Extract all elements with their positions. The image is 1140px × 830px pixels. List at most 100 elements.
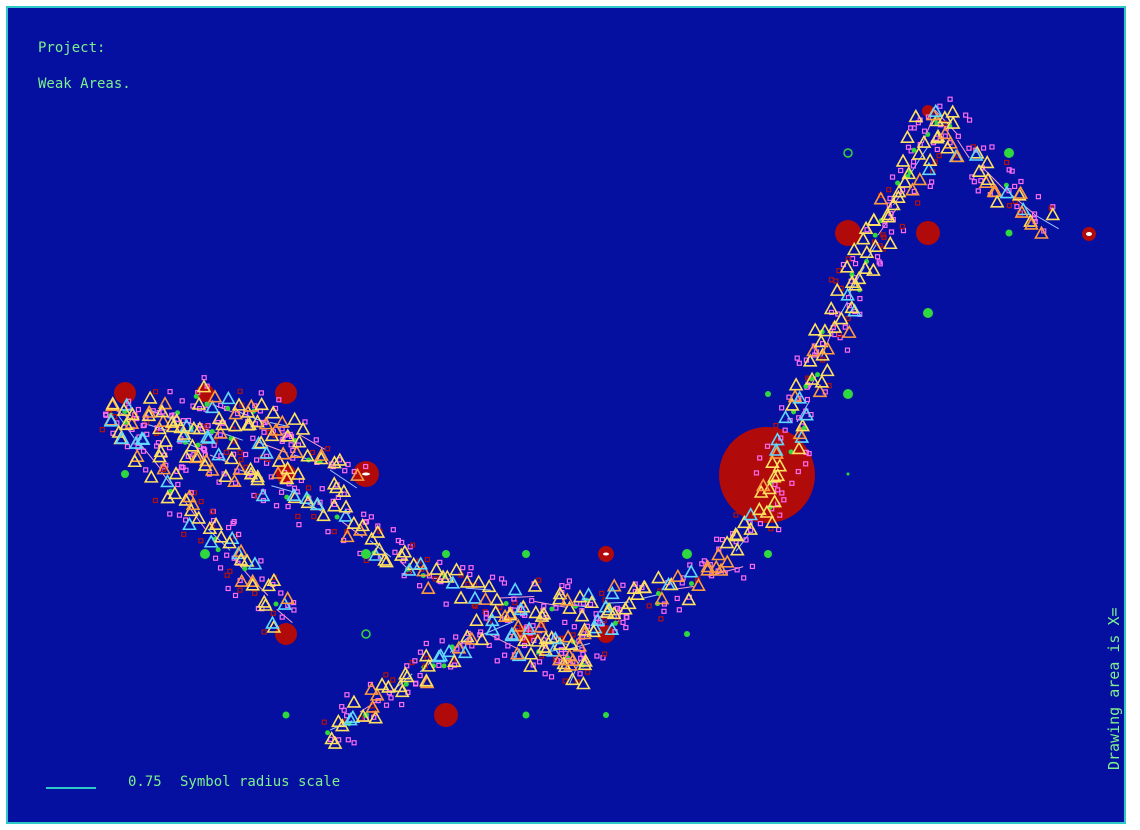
square-marker bbox=[1014, 203, 1020, 210]
triangle-marker bbox=[266, 572, 282, 586]
triangle-marker bbox=[804, 371, 820, 385]
triangle-marker bbox=[986, 183, 1002, 198]
square-marker bbox=[252, 590, 258, 596]
square-marker bbox=[921, 128, 928, 134]
square-marker bbox=[417, 649, 424, 655]
triangle-marker bbox=[316, 507, 331, 522]
square-marker bbox=[794, 355, 800, 361]
triangle-marker bbox=[231, 397, 247, 411]
vector-line bbox=[909, 147, 928, 176]
square-marker bbox=[571, 624, 577, 630]
square-marker bbox=[295, 513, 301, 519]
square-marker bbox=[980, 145, 987, 151]
square-marker bbox=[806, 450, 812, 457]
square-marker bbox=[1041, 228, 1047, 234]
square-marker bbox=[899, 223, 905, 230]
triangle-marker bbox=[226, 436, 242, 450]
triangle-marker bbox=[326, 498, 342, 512]
triangle-marker bbox=[523, 646, 539, 660]
triangle-marker bbox=[536, 606, 552, 620]
triangle-marker bbox=[453, 590, 469, 604]
square-marker bbox=[231, 519, 237, 525]
triangle-marker bbox=[846, 241, 862, 256]
square-marker bbox=[898, 167, 904, 174]
square-marker bbox=[410, 542, 416, 548]
triangle-marker bbox=[829, 282, 845, 296]
triangle-marker bbox=[300, 448, 315, 462]
triangle-marker bbox=[168, 466, 184, 480]
triangle-marker bbox=[332, 452, 348, 466]
triangle-marker bbox=[792, 390, 808, 404]
triangle-marker bbox=[190, 449, 206, 463]
triangle-marker bbox=[855, 231, 871, 245]
triangle-marker bbox=[392, 678, 408, 693]
triangle-marker bbox=[156, 461, 172, 475]
square-marker bbox=[914, 200, 921, 206]
triangle-marker bbox=[559, 592, 575, 606]
square-marker bbox=[887, 195, 893, 202]
square-marker bbox=[135, 406, 141, 413]
square-marker bbox=[498, 576, 505, 582]
triangle-marker bbox=[895, 153, 911, 167]
square-marker bbox=[966, 145, 972, 151]
square-marker bbox=[489, 574, 496, 580]
triangle-marker bbox=[538, 631, 554, 645]
triangle-marker bbox=[769, 445, 784, 459]
square-marker bbox=[1006, 203, 1013, 209]
green-dot bbox=[911, 147, 917, 153]
square-marker bbox=[775, 487, 781, 493]
green-dot bbox=[872, 232, 878, 238]
triangle-marker bbox=[847, 303, 862, 317]
triangle-marker bbox=[515, 599, 531, 613]
green-dot bbox=[801, 425, 807, 431]
square-marker bbox=[757, 455, 763, 461]
triangle-marker bbox=[527, 578, 543, 592]
triangle-marker bbox=[253, 435, 269, 449]
square-marker bbox=[900, 228, 907, 234]
square-marker bbox=[363, 463, 369, 470]
square-marker bbox=[497, 604, 503, 610]
triangle-marker bbox=[413, 556, 429, 570]
triangle-marker bbox=[743, 521, 759, 535]
subtitle: Weak Areas. bbox=[38, 76, 131, 92]
triangle-marker bbox=[435, 569, 451, 583]
square-marker bbox=[796, 360, 802, 366]
triangle-marker bbox=[791, 441, 807, 455]
triangle-marker bbox=[350, 467, 365, 481]
square-marker bbox=[143, 467, 149, 473]
weak-area-circle bbox=[275, 382, 297, 404]
vector-line bbox=[299, 434, 326, 450]
square-marker bbox=[514, 625, 521, 631]
triangle-markers-layer bbox=[103, 103, 1061, 749]
triangle-marker bbox=[880, 206, 895, 221]
square-marker bbox=[201, 375, 207, 381]
triangle-marker bbox=[564, 636, 579, 651]
square-marker bbox=[716, 546, 722, 552]
square-marker bbox=[937, 103, 943, 109]
triangle-marker bbox=[912, 172, 928, 186]
square-marker bbox=[209, 509, 215, 515]
triangle-marker bbox=[152, 420, 167, 435]
weak-area-circles-layer bbox=[114, 105, 1096, 727]
square-marker bbox=[417, 583, 423, 589]
square-marker bbox=[795, 468, 801, 475]
square-marker bbox=[201, 447, 208, 453]
square-marker bbox=[530, 662, 536, 668]
triangle-marker bbox=[286, 487, 302, 501]
triangle-marker bbox=[1045, 206, 1061, 221]
green-dot bbox=[242, 566, 248, 572]
square-marker bbox=[623, 624, 629, 631]
square-marker bbox=[226, 524, 232, 531]
square-marker bbox=[478, 629, 484, 635]
triangle-marker bbox=[105, 396, 121, 410]
triangle-marker bbox=[372, 541, 387, 556]
square-marker bbox=[501, 580, 508, 586]
square-marker bbox=[291, 607, 297, 613]
triangle-marker bbox=[227, 418, 243, 432]
triangle-marker bbox=[572, 638, 588, 652]
triangle-marker bbox=[250, 469, 266, 483]
weak-area-circle bbox=[114, 382, 136, 404]
triangle-marker bbox=[572, 589, 588, 603]
square-marker bbox=[646, 603, 652, 609]
triangle-marker bbox=[485, 622, 500, 636]
